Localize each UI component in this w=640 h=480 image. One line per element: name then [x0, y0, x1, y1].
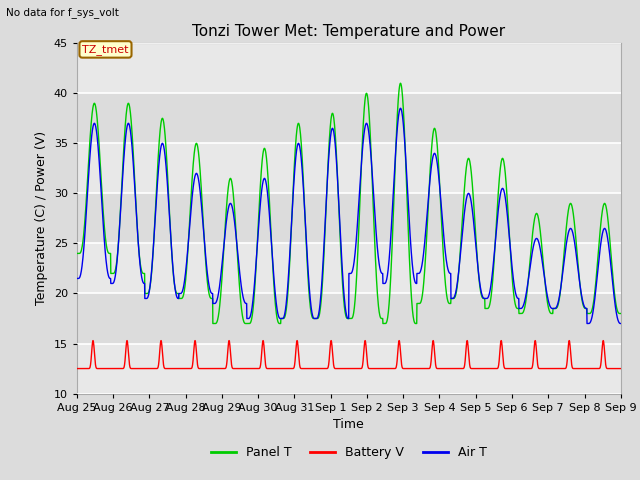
- Text: TZ_tmet: TZ_tmet: [82, 44, 129, 55]
- Battery V: [245, 366, 253, 372]
- Battery V: [73, 366, 81, 372]
- Panel T: [544, 300, 552, 306]
- Air T: [381, 280, 389, 286]
- Air T: [513, 294, 520, 300]
- Text: No data for f_sys_volt: No data for f_sys_volt: [6, 7, 119, 18]
- X-axis label: Time: Time: [333, 418, 364, 431]
- Air T: [397, 106, 404, 111]
- Air T: [610, 288, 618, 294]
- Air T: [73, 276, 81, 281]
- Panel T: [209, 321, 217, 326]
- Panel T: [397, 80, 404, 86]
- Bar: [77, 293, 621, 344]
- Bar: [77, 43, 621, 93]
- Air T: [583, 321, 591, 326]
- Y-axis label: Temperature (C) / Power (V): Temperature (C) / Power (V): [35, 132, 48, 305]
- Panel T: [73, 251, 81, 256]
- Bar: [77, 93, 621, 144]
- Title: Tonzi Tower Met: Temperature and Power: Tonzi Tower Met: Temperature and Power: [192, 24, 506, 39]
- Panel T: [610, 281, 618, 287]
- Battery V: [381, 366, 389, 372]
- Bar: [77, 144, 621, 193]
- Battery V: [89, 338, 97, 344]
- Air T: [127, 134, 135, 140]
- Air T: [244, 316, 252, 322]
- Battery V: [513, 366, 520, 372]
- Line: Battery V: Battery V: [77, 341, 621, 369]
- Battery V: [127, 366, 135, 372]
- Line: Panel T: Panel T: [77, 83, 621, 324]
- Air T: [617, 321, 625, 326]
- Panel T: [513, 305, 521, 311]
- Panel T: [381, 321, 389, 326]
- Panel T: [617, 311, 625, 316]
- Air T: [543, 293, 551, 299]
- Bar: [77, 344, 621, 394]
- Bar: [77, 193, 621, 243]
- Panel T: [127, 118, 135, 123]
- Battery V: [609, 366, 617, 372]
- Legend: Panel T, Battery V, Air T: Panel T, Battery V, Air T: [206, 442, 492, 465]
- Panel T: [245, 321, 253, 326]
- Battery V: [543, 366, 551, 372]
- Bar: [77, 243, 621, 293]
- Line: Air T: Air T: [77, 108, 621, 324]
- Battery V: [617, 366, 625, 372]
